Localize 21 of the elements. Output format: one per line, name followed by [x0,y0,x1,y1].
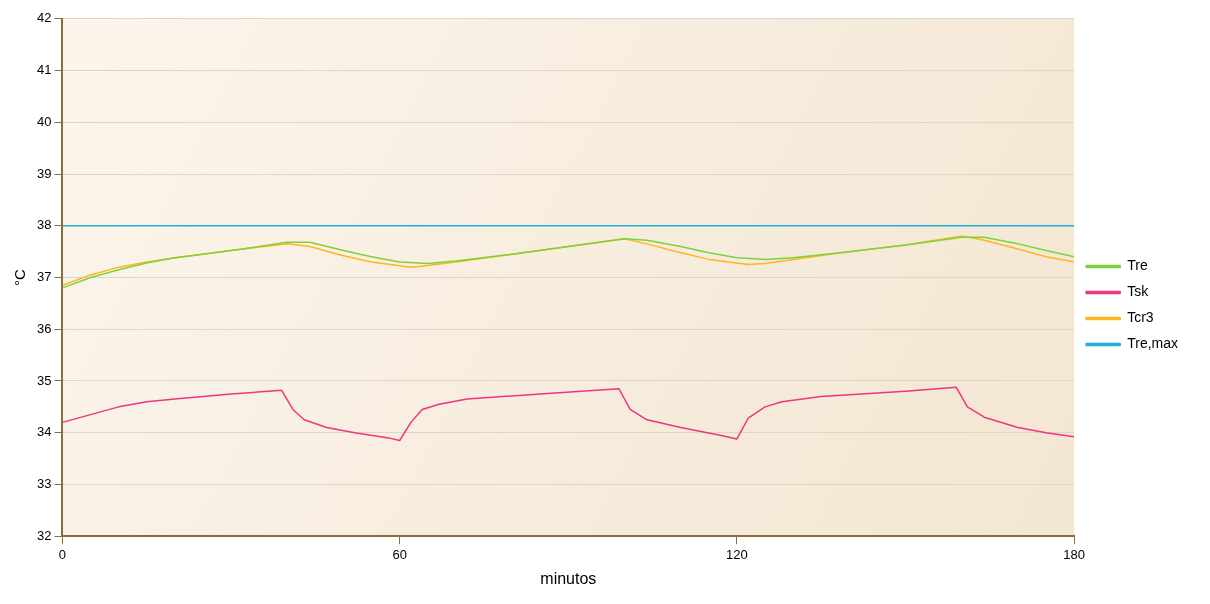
y-tick-label: 34 [36,424,52,440]
y-tick-label: 42 [36,10,52,26]
x-tick-label: 0 [58,546,67,562]
x-tick-label: 120 [726,546,748,562]
y-tick-label: 32 [36,527,52,543]
legend-label: Tcr3 [1127,309,1154,326]
y-tick-label: 40 [36,113,52,129]
x-axis-title: minutos [540,569,597,587]
x-tick-label: 60 [392,546,407,562]
y-tick-label: 38 [36,217,52,233]
y-tick-label: 33 [36,476,52,492]
y-tick-label: 39 [36,165,52,181]
y-tick-label: 36 [36,320,52,336]
legend-label: Tre,max [1127,335,1179,352]
y-tick-label: 35 [36,372,52,388]
x-tick-label: 180 [1063,546,1086,562]
legend-label: Tre [1127,257,1148,274]
legend-label: Tsk [1127,283,1150,300]
y-tick-label: 41 [36,62,52,78]
y-axis-title: °C [11,268,29,286]
y-tick-label: 37 [36,269,52,285]
